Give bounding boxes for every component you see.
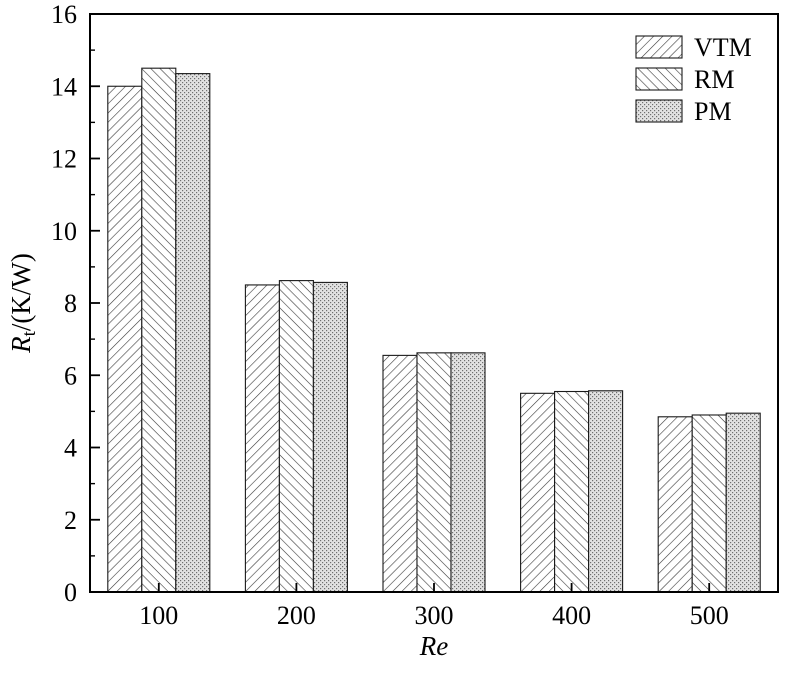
x-axis-label: Re: [419, 631, 448, 661]
y-tick-label: 8: [64, 289, 77, 318]
bar-vtm-300: [382, 354, 418, 593]
bar-vtm-100: [107, 85, 143, 593]
y-axis-label: Rt/(K/W): [6, 253, 40, 354]
legend-label-rm: RM: [694, 65, 734, 94]
x-tick-label: 200: [277, 601, 316, 630]
bar-rm-300: [416, 352, 452, 593]
legend-swatch-rm: [635, 67, 683, 91]
bar-vtm-400: [520, 392, 556, 593]
y-tick-label: 0: [64, 578, 77, 607]
bar-rm-500: [691, 414, 727, 593]
bar-pm-500: [725, 412, 761, 593]
bar-pm-100: [175, 73, 211, 593]
x-tick-label: 300: [415, 601, 454, 630]
x-tick-label: 400: [552, 601, 591, 630]
bar-rm-100: [141, 67, 177, 593]
y-tick-label: 10: [51, 217, 77, 246]
legend-label-pm: PM: [694, 97, 732, 126]
legend-swatch-vtm: [635, 35, 683, 59]
bar-vtm-200: [244, 284, 280, 593]
y-tick-label: 14: [51, 72, 77, 101]
y-tick-label: 2: [64, 506, 77, 535]
bar-vtm-500: [657, 416, 693, 593]
x-tick-label: 500: [690, 601, 729, 630]
y-tick-label: 4: [64, 434, 77, 463]
legend-swatch-pm: [635, 99, 683, 123]
legend-label-vtm: VTM: [694, 33, 752, 62]
bar-pm-400: [588, 390, 624, 593]
x-tick-label: 100: [139, 601, 178, 630]
bar-pm-300: [450, 352, 486, 593]
bar-pm-200: [312, 281, 348, 593]
y-tick-label: 6: [64, 361, 77, 390]
bar-rm-400: [554, 390, 590, 593]
y-tick-label: 12: [51, 145, 77, 174]
bar-rm-200: [278, 280, 314, 593]
y-tick-label: 16: [51, 0, 77, 29]
